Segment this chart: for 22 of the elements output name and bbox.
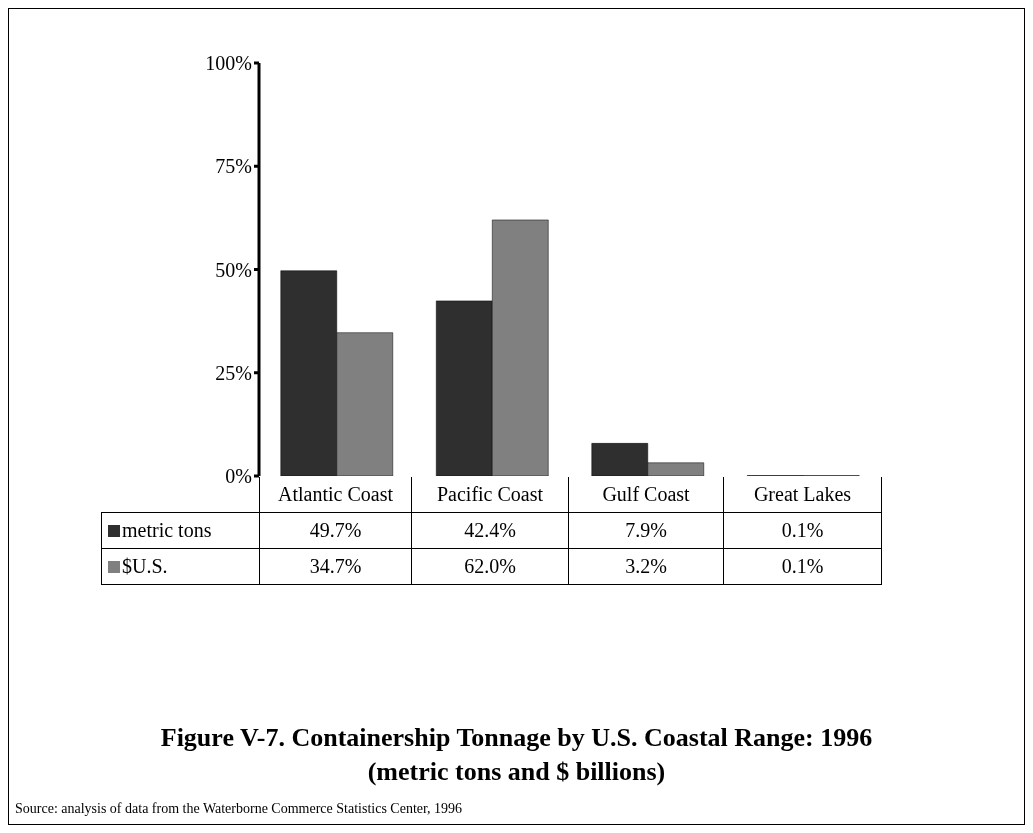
legend-label: metric tons xyxy=(122,519,212,541)
data-label: 0.1% xyxy=(723,548,882,585)
source-note: Source: analysis of data from the Waterborne Commerce Statistics Center, 1996 xyxy=(15,801,463,817)
data-label: 34.7% xyxy=(259,548,412,585)
y-tick-label: 0% xyxy=(225,465,252,488)
y-tick-label: 50% xyxy=(215,258,252,281)
x-tick-label: Pacific Coast xyxy=(411,477,569,513)
text: (metric tons and $ billions) xyxy=(366,756,667,788)
data-label: 42.4% xyxy=(411,512,569,549)
data-label: 7.9% xyxy=(568,512,724,549)
x-tick-label: Atlantic Coast xyxy=(259,477,412,513)
data-label: 0.1% xyxy=(723,512,882,549)
data-label: 62.0% xyxy=(411,548,569,585)
y-tick-label: 25% xyxy=(215,361,252,384)
data-label: 49.7% xyxy=(259,512,412,549)
y-tick-label: 100% xyxy=(205,52,252,75)
legend-label: $U.S. xyxy=(122,555,168,577)
x-tick-label: Gulf Coast xyxy=(568,477,724,513)
x-tick-label: Great Lakes xyxy=(723,477,882,513)
text: Figure V-7. Containership Tonnage by U.S. Coastal Range: 1996 xyxy=(159,722,874,754)
y-tick-label: 75% xyxy=(215,155,252,178)
data-label: 3.2% xyxy=(568,548,724,585)
